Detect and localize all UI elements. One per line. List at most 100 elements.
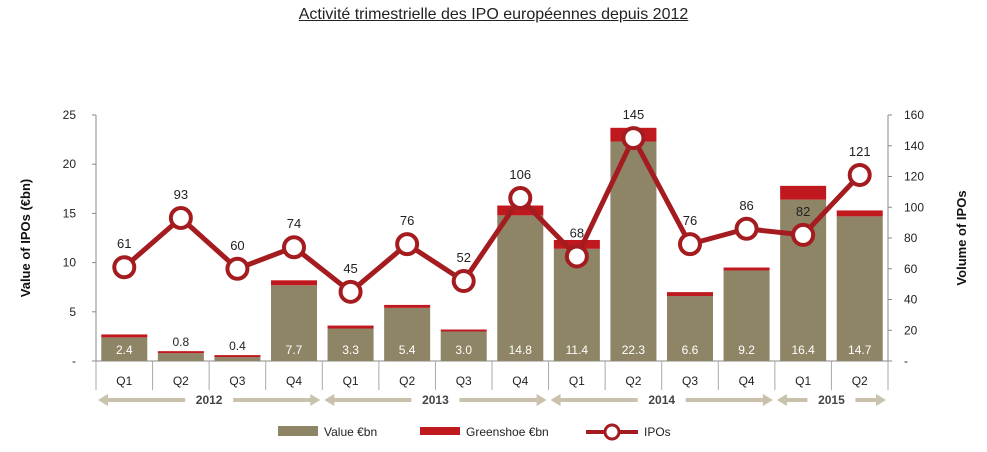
value-bar — [610, 141, 657, 361]
value-data-label: 2.4 — [116, 343, 133, 357]
ipo-data-label: 93 — [174, 187, 188, 202]
year-arrow-head-right — [536, 394, 547, 406]
ipo-data-label: 45 — [343, 261, 357, 276]
ipo-line-series: 61 93 60 74 45 76 52 106 68 145 76 86 82 121 — [112, 107, 872, 304]
greenshoe-bar — [497, 205, 544, 216]
value-data-label: 7.7 — [286, 343, 303, 357]
y-left-axis-title: Value of IPOs (€bn) — [18, 179, 33, 297]
year-arrow-head-left — [324, 394, 335, 406]
ipo-point — [734, 216, 759, 241]
value-bar — [497, 215, 544, 361]
y-left-tick-label: 5 — [69, 305, 76, 319]
greenshoe-bar — [327, 325, 374, 329]
ipo-point — [338, 279, 363, 304]
year-arrow-head-right — [310, 394, 321, 406]
greenshoe-bar — [440, 329, 487, 332]
greenshoe-bar — [553, 239, 600, 249]
ipo-data-label: 61 — [117, 236, 131, 251]
legend-swatch-value — [278, 426, 318, 436]
value-data-label: 3.0 — [455, 343, 472, 357]
ipo-point — [112, 255, 137, 280]
value-bar — [327, 328, 374, 361]
value-data-label: 0.8 — [173, 335, 190, 349]
ipo-point — [847, 162, 872, 187]
value-data-label: 14.8 — [509, 343, 533, 357]
x-tick-label: Q1 — [795, 374, 811, 388]
value-bar — [836, 216, 883, 361]
y-right-tick-label: 80 — [904, 231, 918, 245]
year-arrow-head-left — [776, 394, 787, 406]
value-data-label: 9.2 — [738, 343, 755, 357]
value-bar — [723, 270, 770, 361]
year-label: 2015 — [818, 393, 845, 407]
value-data-label: 22.3 — [622, 343, 646, 357]
ipo-data-label: 145 — [623, 107, 645, 122]
legend-label-ipos: IPOs — [644, 425, 671, 439]
value-data-label: 6.6 — [682, 343, 699, 357]
ipo-point — [451, 269, 476, 294]
year-arrow-head-left — [550, 394, 561, 406]
ipo-point — [225, 256, 250, 281]
ipo-point — [508, 186, 533, 211]
y-left-tick-label: - — [72, 354, 76, 368]
greenshoe-bar — [384, 304, 431, 308]
y-right-tick-label: 60 — [904, 262, 918, 276]
ipo-data-label: 60 — [230, 238, 244, 253]
greenshoe-bar — [101, 334, 148, 338]
y-right-tick-label: 140 — [904, 139, 924, 153]
x-tick-label: Q3 — [229, 374, 245, 388]
y-right-tick-label: 40 — [904, 293, 918, 307]
ipo-point — [395, 232, 420, 257]
y-left-tick-label: 20 — [63, 157, 77, 171]
value-bar — [271, 285, 317, 361]
ipo-point — [621, 126, 646, 151]
legend-swatch-ipos-marker — [603, 423, 621, 441]
y-right-tick-label: 160 — [904, 108, 924, 122]
ipo-point — [678, 232, 702, 257]
x-tick-label: Q3 — [456, 374, 472, 388]
x-tick-label: Q1 — [569, 374, 585, 388]
ipo-data-label: 86 — [739, 198, 753, 213]
ipo-point — [282, 235, 306, 260]
x-tick-label: Q1 — [343, 374, 359, 388]
y-left-tick-label: 15 — [63, 206, 77, 220]
year-arrow-head-right — [762, 394, 773, 406]
ipo-data-label: 76 — [400, 213, 414, 228]
ipo-data-label: 52 — [456, 250, 470, 265]
x-tick-label: Q4 — [739, 374, 755, 388]
year-arrow-head-left — [98, 394, 108, 406]
ipo-point — [791, 222, 816, 247]
legend-label-greenshoe: Greenshoe €bn — [466, 425, 549, 439]
value-data-label: 16.4 — [791, 343, 815, 357]
value-bar — [101, 337, 148, 361]
value-bar — [384, 307, 431, 361]
x-tick-label: Q4 — [286, 374, 302, 388]
ipo-point — [168, 206, 193, 231]
value-data-label: 0.4 — [229, 339, 246, 353]
x-axis: Q1 Q2 Q3 Q4 Q1 Q2 Q3 Q4 Q1 Q2 Q3 Q4 Q1 Q2 2012 2013 2014… — [95, 361, 889, 407]
year-label: 2014 — [648, 393, 675, 407]
legend: Value €bn Greenshoe €bn IPOs — [278, 423, 671, 441]
greenshoe-bar — [780, 185, 827, 200]
value-data-label: 3.3 — [342, 343, 359, 357]
legend-label-value: Value €bn — [324, 425, 377, 439]
ipo-data-label: 74 — [287, 216, 301, 231]
year-arrow-head-right — [876, 394, 886, 406]
year-label: 2013 — [422, 393, 449, 407]
y-left-tick-label: 10 — [63, 256, 77, 270]
x-tick-label: Q2 — [625, 374, 641, 388]
value-bar — [157, 353, 204, 361]
y-right-tick-label: 20 — [904, 323, 918, 337]
x-tick-label: Q2 — [173, 374, 189, 388]
y-right-tick-label: 120 — [904, 170, 924, 184]
value-data-label: 5.4 — [399, 343, 416, 357]
ipo-data-label: 76 — [683, 213, 697, 228]
legend-swatch-greenshoe — [420, 427, 460, 435]
value-bar — [667, 296, 713, 361]
ipo-data-label: 121 — [849, 144, 871, 159]
x-tick-label: Q1 — [116, 374, 132, 388]
greenshoe-bar — [214, 355, 261, 358]
greenshoe-bar — [836, 210, 883, 217]
x-tick-label: Q2 — [399, 374, 415, 388]
